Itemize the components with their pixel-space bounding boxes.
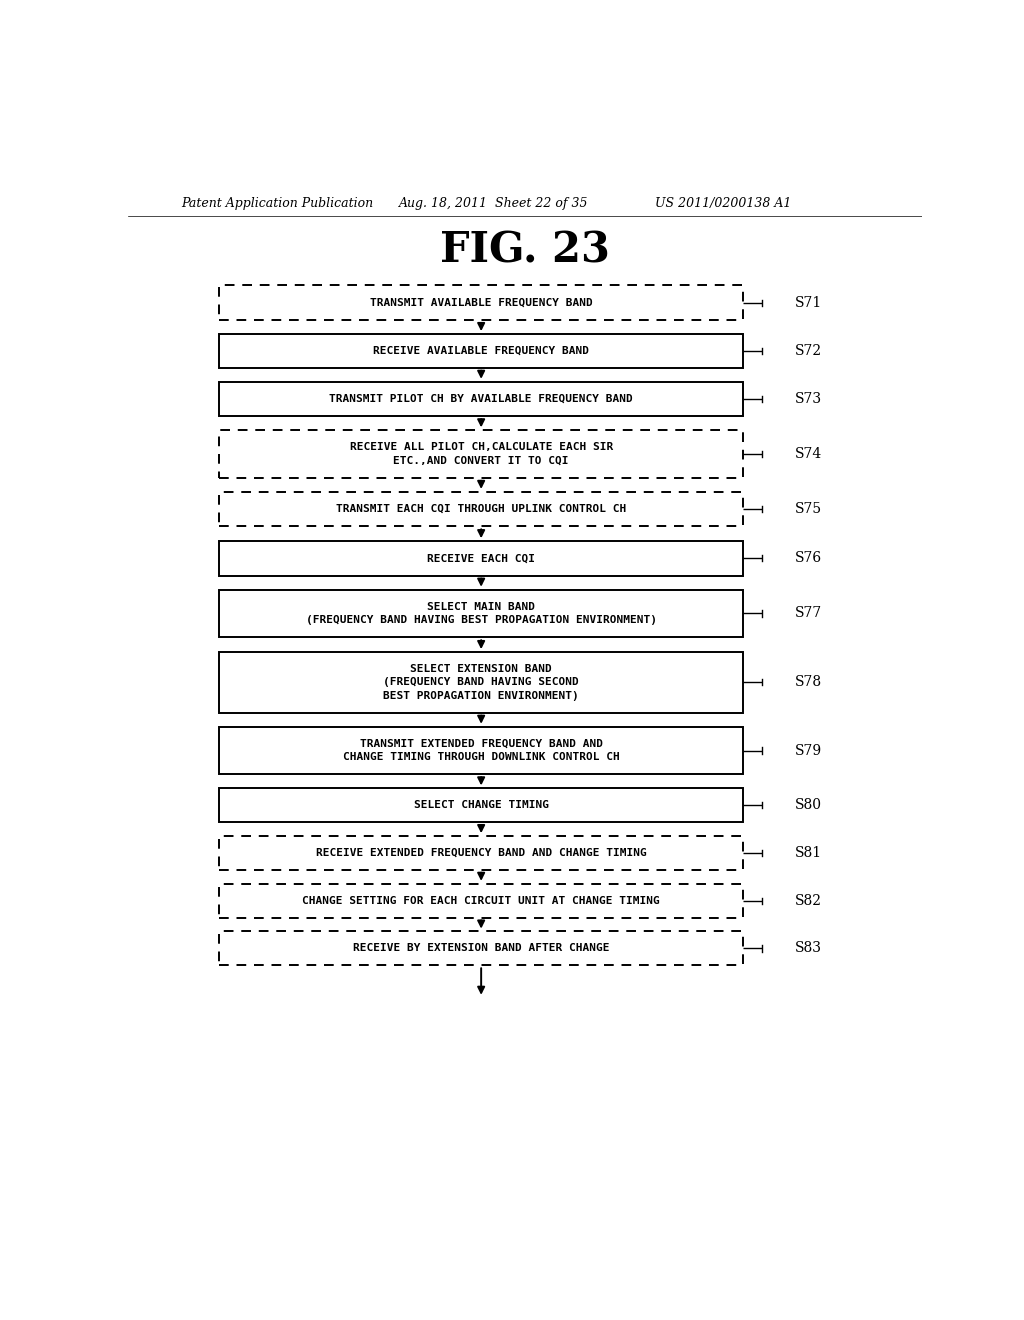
Text: S75: S75: [795, 502, 821, 516]
Bar: [219, 492, 743, 527]
Text: SELECT CHANGE TIMING: SELECT CHANGE TIMING: [414, 800, 549, 810]
Text: TRANSMIT EACH CQI THROUGH UPLINK CONTROL CH: TRANSMIT EACH CQI THROUGH UPLINK CONTROL…: [336, 504, 627, 513]
Text: S76: S76: [795, 552, 821, 565]
Text: S72: S72: [795, 345, 821, 358]
Text: RECEIVE EXTENDED FREQUENCY BAND AND CHANGE TIMING: RECEIVE EXTENDED FREQUENCY BAND AND CHAN…: [315, 847, 646, 858]
Bar: [219, 836, 743, 870]
Bar: [219, 788, 743, 822]
Text: RECEIVE AVAILABLE FREQUENCY BAND: RECEIVE AVAILABLE FREQUENCY BAND: [373, 346, 589, 356]
Text: RECEIVE BY EXTENSION BAND AFTER CHANGE: RECEIVE BY EXTENSION BAND AFTER CHANGE: [353, 944, 609, 953]
Bar: [219, 590, 743, 638]
Text: S73: S73: [795, 392, 821, 407]
Bar: [219, 726, 743, 775]
Text: S77: S77: [795, 606, 822, 620]
Text: TRANSMIT AVAILABLE FREQUENCY BAND: TRANSMIT AVAILABLE FREQUENCY BAND: [370, 298, 593, 308]
Text: CHANGE SETTING FOR EACH CIRCUIT UNIT AT CHANGE TIMING: CHANGE SETTING FOR EACH CIRCUIT UNIT AT …: [302, 896, 660, 906]
Bar: [219, 652, 743, 713]
Text: S74: S74: [795, 447, 822, 461]
Text: TRANSMIT PILOT CH BY AVAILABLE FREQUENCY BAND: TRANSMIT PILOT CH BY AVAILABLE FREQUENCY…: [330, 395, 633, 404]
Text: S83: S83: [795, 941, 821, 956]
Text: Patent Application Publication: Patent Application Publication: [180, 197, 373, 210]
Bar: [219, 285, 743, 321]
Text: S80: S80: [795, 799, 821, 812]
Bar: [219, 334, 743, 368]
Text: S71: S71: [795, 296, 822, 310]
Text: Aug. 18, 2011  Sheet 22 of 35: Aug. 18, 2011 Sheet 22 of 35: [399, 197, 589, 210]
Text: FIG. 23: FIG. 23: [440, 230, 609, 272]
Text: S79: S79: [795, 743, 821, 758]
Bar: [219, 381, 743, 416]
Text: SELECT MAIN BAND
(FREQUENCY BAND HAVING BEST PROPAGATION ENVIRONMENT): SELECT MAIN BAND (FREQUENCY BAND HAVING …: [305, 602, 656, 626]
Bar: [219, 541, 743, 576]
Text: US 2011/0200138 A1: US 2011/0200138 A1: [655, 197, 792, 210]
Text: S82: S82: [795, 894, 821, 908]
Text: SELECT EXTENSION BAND
(FREQUENCY BAND HAVING SECOND
BEST PROPAGATION ENVIRONMENT: SELECT EXTENSION BAND (FREQUENCY BAND HA…: [383, 664, 579, 701]
Text: TRANSMIT EXTENDED FREQUENCY BAND AND
CHANGE TIMING THROUGH DOWNLINK CONTROL CH: TRANSMIT EXTENDED FREQUENCY BAND AND CHA…: [343, 739, 620, 762]
Text: S78: S78: [795, 676, 821, 689]
Text: RECEIVE ALL PILOT CH,CALCULATE EACH SIR
ETC.,AND CONVERT IT TO CQI: RECEIVE ALL PILOT CH,CALCULATE EACH SIR …: [349, 442, 612, 466]
Bar: [219, 932, 743, 965]
Text: S81: S81: [795, 846, 821, 859]
Bar: [219, 884, 743, 917]
Text: RECEIVE EACH CQI: RECEIVE EACH CQI: [427, 553, 536, 564]
Bar: [219, 430, 743, 478]
